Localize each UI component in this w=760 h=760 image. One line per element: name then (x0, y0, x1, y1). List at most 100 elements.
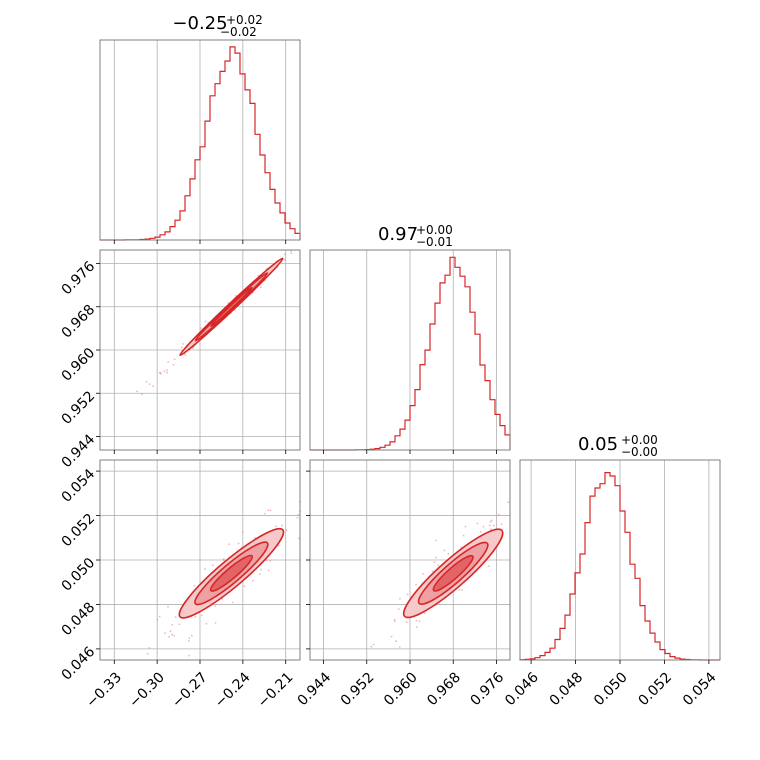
scatter-point (487, 565, 490, 568)
scatter-point (435, 556, 437, 559)
xtick-label-p1-1: −0.30 (126, 669, 168, 711)
scatter-point (490, 519, 493, 522)
contour-line-p31-2 (209, 554, 254, 592)
title-param-1-plus: +0.02 (226, 13, 263, 27)
scatter-point (182, 343, 184, 345)
contour-fill-p32-2 (433, 555, 474, 591)
contour-line-p32-1 (417, 541, 489, 605)
scatter-point (214, 622, 217, 624)
scatter-point (204, 568, 206, 571)
scatter-point (265, 559, 268, 562)
scatter-point (167, 361, 170, 363)
scatter-point (285, 529, 288, 531)
scatter-point (178, 623, 181, 626)
scatter-point (194, 615, 197, 618)
ytick-label-p3-3: 0.052 (59, 511, 99, 551)
xtick-label-p1-3: −0.24 (212, 669, 254, 711)
scatter-point (433, 561, 436, 564)
scatter-point (204, 320, 207, 323)
scatter-point (231, 601, 234, 604)
scatter-point (171, 624, 174, 626)
ytick-label-p2-2: 0.960 (59, 345, 99, 385)
scatter-point (490, 528, 492, 530)
scatter-point (269, 559, 272, 562)
scatter-point (260, 568, 262, 571)
scatter-point (479, 531, 482, 533)
histogram-param-1 (100, 46, 301, 241)
scatter-point (156, 618, 159, 621)
scatter-point (422, 573, 424, 575)
scatter-point (458, 588, 461, 591)
scatter-point (394, 620, 396, 623)
title-param-1-minus: −0.02 (220, 25, 257, 39)
scatter-point (214, 605, 217, 608)
title-param-3: 0.05 (578, 434, 618, 455)
scatter-point (281, 524, 283, 527)
scatter-point (166, 369, 169, 372)
xtick-label-p2-1: 0.952 (338, 669, 378, 709)
xtick-label-p1-4: −0.21 (255, 669, 297, 711)
scatter-point (482, 525, 485, 528)
xtick-label-p3-4: 0.054 (680, 669, 720, 709)
scatter-point (443, 549, 446, 552)
scatter-point (267, 509, 270, 512)
ytick-label-p2-0: 0.944 (59, 431, 99, 471)
xtick-label-p2-3: 0.968 (424, 669, 464, 709)
contour-line-p21-0 (179, 257, 284, 357)
xtick-label-p2-2: 0.960 (381, 669, 421, 709)
scatter-point (141, 393, 143, 396)
title-param-3-plus: +0.00 (621, 433, 658, 447)
scatter-point (167, 605, 169, 608)
scatter-point (461, 588, 463, 591)
scatter-point (296, 516, 299, 519)
scatter-point (188, 654, 191, 657)
xtick-label-p3-2: 0.050 (591, 669, 631, 709)
contour-line-p31-0 (178, 527, 285, 619)
xtick-label-p2-0: 0.944 (295, 669, 335, 709)
title-param-3-minus: −0.00 (621, 445, 658, 459)
scatter-point (393, 618, 396, 621)
scatter-point (158, 615, 161, 618)
scatter-point (146, 652, 149, 655)
scatter-point (173, 634, 176, 637)
scatter-point (145, 380, 148, 383)
scatter-point (464, 525, 467, 528)
title-param-2: 0.97 (378, 224, 418, 245)
scatter-point (298, 537, 300, 540)
scatter-point (173, 358, 176, 361)
scatter-point (152, 385, 155, 388)
scatter-point (181, 346, 183, 349)
scatter-point (228, 543, 230, 546)
scatter-point (437, 564, 440, 567)
scatter-point (497, 513, 500, 516)
ytick-label-p3-1: 0.048 (59, 599, 99, 639)
scatter-point (398, 646, 401, 648)
scatter-point (415, 626, 418, 629)
scatter-point (237, 542, 240, 545)
scatter-point (171, 633, 174, 636)
scatter-point (222, 559, 225, 561)
scatter-point (284, 253, 286, 256)
contour-line-p32-0 (402, 528, 504, 619)
scatter-point (241, 530, 244, 533)
contour-fill-p31-2 (210, 555, 253, 592)
scatter-point (205, 622, 208, 625)
xtick-label-p3-3: 0.052 (636, 669, 676, 709)
xtick-label-p2-4: 0.976 (468, 669, 508, 709)
scatter-point (168, 635, 171, 638)
scatter-point (395, 640, 397, 643)
xtick-label-p3-1: 0.048 (547, 669, 587, 709)
scatter-point (415, 583, 417, 586)
scatter-point (284, 258, 286, 261)
grid-layer (100, 40, 710, 660)
scatter-point (164, 632, 166, 635)
title-param-2-plus: +0.00 (416, 223, 453, 237)
scatter-point (500, 523, 503, 526)
scatter-point (193, 584, 196, 587)
scatter-point (370, 645, 373, 648)
scatter-point (174, 616, 177, 618)
scatter-point (390, 635, 393, 638)
scatter-point (201, 614, 203, 617)
scatter-point (415, 619, 418, 622)
